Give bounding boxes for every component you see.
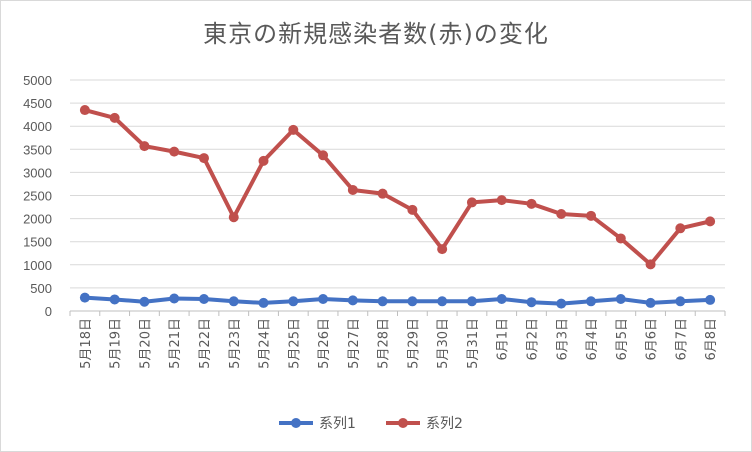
y-tick-label: 2000 bbox=[23, 212, 52, 227]
legend-marker bbox=[291, 418, 301, 428]
x-tick-label: 5月22日 bbox=[198, 318, 213, 369]
data-point bbox=[318, 150, 329, 161]
x-tick-label: 5月18日 bbox=[79, 318, 94, 369]
data-point bbox=[347, 295, 358, 306]
data-point bbox=[556, 208, 567, 219]
x-tick-label: 5月21日 bbox=[168, 318, 183, 369]
y-tick-label: 0 bbox=[45, 304, 52, 319]
legend-label: 系列2 bbox=[426, 416, 463, 432]
data-point bbox=[645, 259, 656, 270]
y-tick-label: 3000 bbox=[23, 165, 52, 180]
data-point bbox=[109, 112, 120, 123]
data-point bbox=[526, 297, 537, 308]
x-tick-label: 5月27日 bbox=[347, 318, 362, 369]
y-tick-label: 1000 bbox=[23, 258, 52, 273]
series-line-1 bbox=[84, 295, 711, 306]
legend-marker bbox=[398, 418, 408, 428]
chart-title: 東京の新規感染者数(赤)の変化 bbox=[203, 20, 549, 48]
series-line-2 bbox=[84, 108, 711, 267]
data-point bbox=[645, 297, 656, 308]
data-point bbox=[318, 293, 329, 304]
x-tick-label: 6月5日 bbox=[615, 318, 630, 361]
data-point bbox=[526, 198, 537, 209]
gridlines bbox=[69, 79, 726, 316]
data-point bbox=[496, 195, 507, 206]
legend-label: 系列1 bbox=[319, 416, 356, 432]
data-point bbox=[169, 146, 180, 157]
x-tick-label: 5月23日 bbox=[228, 318, 243, 369]
y-tick-label: 1500 bbox=[23, 235, 52, 250]
x-tick-label: 6月3日 bbox=[555, 318, 570, 361]
y-tick-label: 2500 bbox=[23, 189, 52, 204]
x-tick-label: 6月6日 bbox=[645, 318, 660, 361]
y-tick-label: 5000 bbox=[23, 73, 52, 88]
y-tick-label: 4500 bbox=[23, 96, 52, 111]
data-point bbox=[615, 233, 626, 244]
x-tick-label: 6月2日 bbox=[525, 318, 540, 361]
data-point bbox=[556, 298, 567, 309]
data-point bbox=[198, 153, 209, 164]
data-point bbox=[288, 296, 299, 307]
x-tick-label: 5月28日 bbox=[377, 318, 392, 369]
series-group bbox=[79, 105, 716, 309]
data-point bbox=[437, 244, 448, 255]
y-tick-label: 4000 bbox=[23, 119, 52, 134]
data-point bbox=[139, 296, 150, 307]
data-point bbox=[258, 297, 269, 308]
data-point bbox=[466, 296, 477, 307]
data-point bbox=[675, 223, 686, 234]
data-point bbox=[705, 294, 716, 305]
data-point bbox=[377, 296, 388, 307]
data-point bbox=[228, 296, 239, 307]
x-axis-ticks: 5月18日 5月19日 5月20日 5月21日 5月22日 5月23日 5月24日 5月25日… bbox=[79, 318, 719, 369]
data-point bbox=[258, 155, 269, 166]
x-tick-label: 6月4日 bbox=[585, 318, 600, 361]
data-point bbox=[377, 188, 388, 199]
x-tick-label: 5月26日 bbox=[317, 318, 332, 369]
x-tick-label: 5月29日 bbox=[406, 318, 421, 369]
data-point bbox=[466, 197, 477, 208]
x-tick-label: 5月20日 bbox=[138, 318, 153, 369]
data-point bbox=[139, 141, 150, 152]
data-point bbox=[586, 210, 597, 221]
y-axis-ticks: 0 500 1000 1500 2000 2500 3000 3500 4000 4500 5000 bbox=[23, 73, 52, 319]
data-point bbox=[228, 212, 239, 223]
x-tick-label: 5月30日 bbox=[436, 318, 451, 369]
data-point bbox=[437, 296, 448, 307]
data-point bbox=[407, 204, 418, 215]
x-tick-label: 5月25日 bbox=[287, 318, 302, 369]
x-tick-label: 6月7日 bbox=[674, 318, 689, 361]
data-point bbox=[79, 105, 90, 116]
data-point bbox=[79, 292, 90, 303]
data-point bbox=[407, 296, 418, 307]
x-tick-label: 6月8日 bbox=[704, 318, 719, 361]
data-point bbox=[288, 124, 299, 135]
data-point bbox=[198, 293, 209, 304]
x-tick-label: 5月19日 bbox=[109, 318, 124, 369]
data-point bbox=[675, 296, 686, 307]
data-point bbox=[169, 293, 180, 304]
data-point bbox=[615, 293, 626, 304]
data-point bbox=[109, 294, 120, 305]
x-tick-label: 5月24日 bbox=[258, 318, 273, 369]
data-point bbox=[586, 296, 597, 307]
data-point bbox=[496, 293, 507, 304]
y-tick-label: 500 bbox=[30, 281, 52, 296]
x-tick-label: 5月31日 bbox=[466, 318, 481, 369]
x-tick-label: 6月1日 bbox=[496, 318, 511, 361]
data-point bbox=[347, 184, 358, 195]
data-point bbox=[705, 216, 716, 227]
legend: 系列1 系列2 bbox=[279, 416, 463, 432]
y-tick-label: 3500 bbox=[23, 142, 52, 157]
